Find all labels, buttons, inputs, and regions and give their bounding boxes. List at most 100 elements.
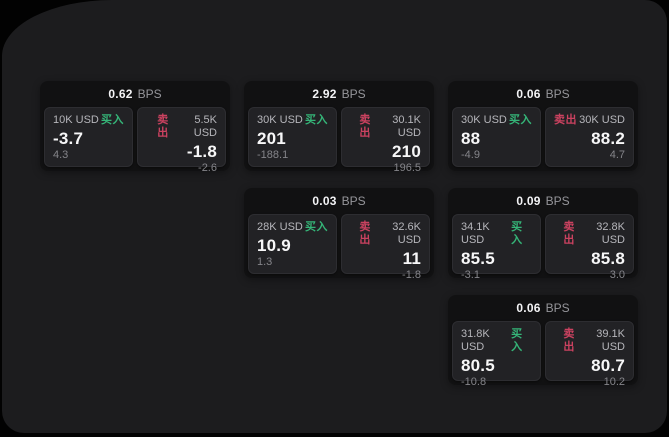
quote-card: 0.09 BPS 34.1K USD 买入 85.5 -3.1 卖出 32.8K… bbox=[448, 188, 638, 281]
sell-side-label: 卖出 bbox=[563, 221, 575, 246]
sell-price-value: 80.7 bbox=[591, 356, 625, 375]
quote-card: 2.92 BPS 30K USD 买入 201 -188.1 卖出 30.1K … bbox=[244, 81, 434, 174]
sell-size-label: 32.8K USD bbox=[596, 221, 625, 246]
buy-size-label: 28K USD bbox=[257, 221, 303, 233]
card-body: 30K USD 买入 88 -4.9 卖出 30K USD 88.2 4.7 bbox=[448, 107, 638, 167]
card-header: 0.03 BPS bbox=[244, 188, 434, 214]
sell-size-label: 39.1K USD bbox=[596, 328, 625, 353]
card-header: 0.06 BPS bbox=[448, 295, 638, 321]
bps-unit-label: BPS bbox=[545, 301, 570, 315]
sell-side-label: 卖出 bbox=[563, 328, 575, 353]
spread-bps-value: 0.06 bbox=[516, 301, 541, 315]
sell-size-label: 30.1K USD bbox=[392, 114, 421, 139]
sell-change-value: 4.7 bbox=[609, 149, 625, 161]
buy-quote-panel[interactable]: 34.1K USD 买入 85.5 -3.1 bbox=[452, 214, 541, 281]
sell-quote-panel[interactable]: 卖出 30K USD 88.2 4.7 bbox=[545, 107, 634, 167]
card-body: 34.1K USD 买入 85.5 -3.1 卖出 32.8K USD 85.8… bbox=[448, 214, 638, 281]
buy-price-value: 85.5 bbox=[461, 249, 495, 268]
sell-size-label: 5.5K USD bbox=[193, 114, 217, 139]
spread-bps-value: 0.09 bbox=[516, 194, 541, 208]
buy-price-value: 201 bbox=[257, 129, 286, 148]
buy-header-row: 34.1K USD 买入 bbox=[461, 221, 532, 247]
buy-side-label: 买入 bbox=[511, 328, 523, 353]
sell-header-row: 卖出 32.8K USD bbox=[554, 221, 625, 247]
buy-change-value: 1.3 bbox=[257, 256, 273, 268]
buy-size-label: 34.1K USD bbox=[461, 221, 490, 246]
buy-change-value: -3.1 bbox=[461, 269, 480, 281]
sell-header-row: 卖出 39.1K USD bbox=[554, 328, 625, 354]
buy-side-label: 买入 bbox=[511, 221, 523, 246]
quote-card: 0.03 BPS 28K USD 买入 10.9 1.3 卖出 32.6K US… bbox=[244, 188, 434, 281]
card-header: 0.09 BPS bbox=[448, 188, 638, 214]
buy-quote-panel[interactable]: 28K USD 买入 10.9 1.3 bbox=[248, 214, 337, 274]
sell-header-row: 卖出 30.1K USD bbox=[350, 114, 421, 140]
sell-price-value: 88.2 bbox=[591, 129, 625, 148]
buy-size-label: 30K USD bbox=[257, 114, 303, 126]
card-header: 2.92 BPS bbox=[244, 81, 434, 107]
bps-unit-label: BPS bbox=[545, 87, 570, 101]
card-body: 30K USD 买入 201 -188.1 卖出 30.1K USD 210 1… bbox=[244, 107, 434, 174]
sell-price-value: 85.8 bbox=[591, 249, 625, 268]
spread-bps-value: 0.03 bbox=[312, 194, 337, 208]
sell-size-label: 32.6K USD bbox=[392, 221, 421, 246]
spread-bps-value: 2.92 bbox=[312, 87, 337, 101]
sell-quote-panel[interactable]: 卖出 32.8K USD 85.8 3.0 bbox=[545, 214, 634, 281]
buy-price-value: 80.5 bbox=[461, 356, 495, 375]
sell-side-label: 卖出 bbox=[157, 114, 169, 139]
bps-unit-label: BPS bbox=[341, 194, 366, 208]
bps-unit-label: BPS bbox=[341, 87, 366, 101]
buy-header-row: 30K USD 买入 bbox=[461, 114, 532, 127]
sell-price-value: 11 bbox=[402, 249, 421, 268]
sell-size-label: 30K USD bbox=[579, 114, 625, 126]
buy-quote-panel[interactable]: 30K USD 买入 88 -4.9 bbox=[452, 107, 541, 167]
buy-header-row: 28K USD 买入 bbox=[257, 221, 328, 234]
buy-size-label: 31.8K USD bbox=[461, 328, 490, 353]
buy-quote-panel[interactable]: 10K USD 买入 -3.7 4.3 bbox=[44, 107, 133, 167]
buy-change-value: -188.1 bbox=[257, 149, 289, 161]
sell-quote-panel[interactable]: 卖出 39.1K USD 80.7 10.2 bbox=[545, 321, 634, 388]
buy-header-row: 10K USD 买入 bbox=[53, 114, 124, 127]
buy-header-row: 30K USD 买入 bbox=[257, 114, 328, 127]
sell-quote-panel[interactable]: 卖出 32.6K USD 11 -1.8 bbox=[341, 214, 430, 281]
sell-change-value: -2.6 bbox=[198, 162, 217, 174]
sell-change-value: -1.8 bbox=[402, 269, 421, 281]
buy-side-label: 买入 bbox=[101, 114, 124, 126]
buy-change-value: 4.3 bbox=[53, 149, 69, 161]
quote-card: 0.06 BPS 30K USD 买入 88 -4.9 卖出 30K USD 8… bbox=[448, 81, 638, 171]
spread-bps-value: 0.06 bbox=[516, 87, 541, 101]
buy-side-label: 买入 bbox=[305, 221, 328, 233]
card-header: 0.06 BPS bbox=[448, 81, 638, 107]
buy-change-value: -10.8 bbox=[461, 376, 487, 388]
sell-header-row: 卖出 32.6K USD bbox=[350, 221, 421, 247]
card-body: 31.8K USD 买入 80.5 -10.8 卖出 39.1K USD 80.… bbox=[448, 321, 638, 388]
spread-bps-value: 0.62 bbox=[108, 87, 133, 101]
buy-size-label: 30K USD bbox=[461, 114, 507, 126]
buy-quote-panel[interactable]: 30K USD 买入 201 -188.1 bbox=[248, 107, 337, 167]
sell-side-label: 卖出 bbox=[359, 221, 371, 246]
card-body: 28K USD 买入 10.9 1.3 卖出 32.6K USD 11 -1.8 bbox=[244, 214, 434, 281]
bps-unit-label: BPS bbox=[545, 194, 570, 208]
sell-change-value: 3.0 bbox=[609, 269, 625, 281]
sell-price-value: -1.8 bbox=[186, 142, 217, 161]
quote-card: 0.62 BPS 10K USD 买入 -3.7 4.3 卖出 5.5K USD… bbox=[40, 81, 230, 174]
buy-price-value: 88 bbox=[461, 129, 481, 148]
buy-size-label: 10K USD bbox=[53, 114, 99, 126]
bps-unit-label: BPS bbox=[137, 87, 162, 101]
card-body: 10K USD 买入 -3.7 4.3 卖出 5.5K USD -1.8 -2.… bbox=[40, 107, 230, 174]
sell-header-row: 卖出 5.5K USD bbox=[146, 114, 217, 140]
buy-side-label: 买入 bbox=[509, 114, 532, 126]
buy-quote-panel[interactable]: 31.8K USD 买入 80.5 -10.8 bbox=[452, 321, 541, 388]
card-header: 0.62 BPS bbox=[40, 81, 230, 107]
sell-price-value: 210 bbox=[392, 142, 421, 161]
buy-header-row: 31.8K USD 买入 bbox=[461, 328, 532, 354]
sell-quote-panel[interactable]: 卖出 5.5K USD -1.8 -2.6 bbox=[137, 107, 226, 174]
buy-side-label: 买入 bbox=[305, 114, 328, 126]
quote-card: 0.06 BPS 31.8K USD 买入 80.5 -10.8 卖出 39.1… bbox=[448, 295, 638, 388]
buy-price-value: 10.9 bbox=[257, 236, 291, 255]
sell-side-label: 卖出 bbox=[554, 114, 577, 126]
sell-change-value: 196.5 bbox=[393, 162, 421, 174]
sell-quote-panel[interactable]: 卖出 30.1K USD 210 196.5 bbox=[341, 107, 430, 174]
buy-change-value: -4.9 bbox=[461, 149, 480, 161]
sell-header-row: 卖出 30K USD bbox=[554, 114, 625, 127]
